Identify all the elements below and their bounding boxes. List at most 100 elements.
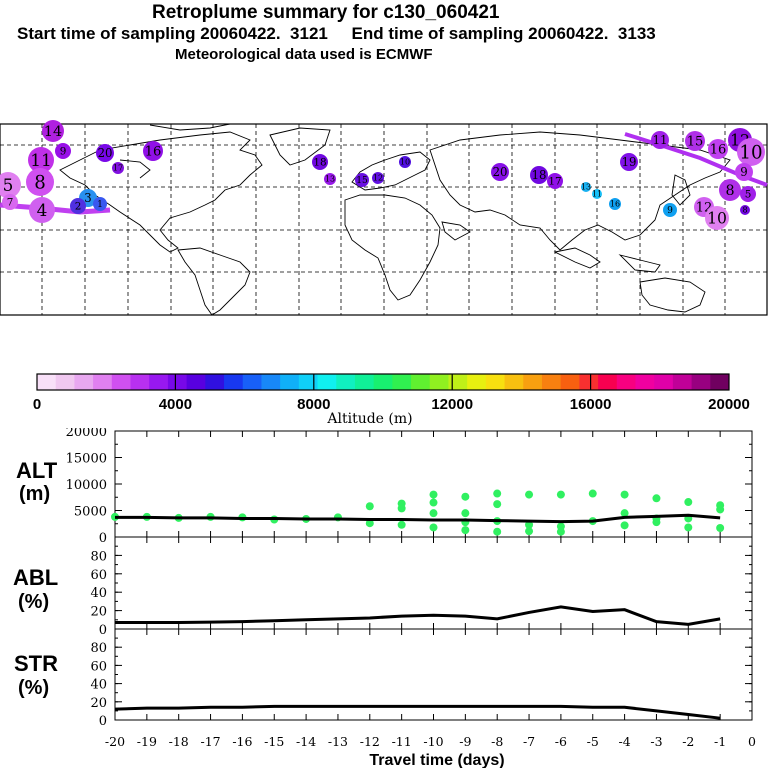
trajectory-marker	[96, 144, 114, 162]
trajectory-marker	[708, 139, 728, 159]
colorbar-cell	[392, 374, 412, 390]
y-tick-label: 40	[90, 586, 107, 601]
altitude-colorbar: 0 4000 8000 12000 16000 20000 Altitude (m)	[33, 373, 750, 426]
y-tick-label: 0	[99, 714, 107, 729]
trajectory-marker	[399, 156, 411, 168]
altitude-point	[620, 509, 629, 518]
colorbar-cell	[205, 374, 225, 390]
colorbar-cell	[672, 374, 693, 390]
colorbar-cell	[654, 374, 674, 390]
trajectory-marker	[355, 173, 369, 187]
colorbar-cell	[149, 374, 169, 390]
trajectory-marker-label: 3	[84, 191, 91, 205]
altitude-mean-line	[115, 513, 721, 524]
altitude-point	[365, 519, 374, 528]
x-tick-label: -2	[682, 734, 694, 749]
trajectory-marker	[685, 131, 705, 151]
trajectory-marker	[324, 173, 336, 185]
altitude-point	[588, 489, 597, 498]
x-tick-label: -12	[360, 734, 380, 749]
altitude-point	[429, 509, 438, 518]
altitude-point	[397, 520, 406, 529]
colorbar-cell	[111, 374, 132, 390]
trajectory-marker	[609, 198, 621, 210]
trajectory-marker	[592, 189, 602, 199]
colorbar-cell	[541, 374, 562, 390]
trajectory-marker-label: 13	[581, 182, 591, 191]
trajectory-marker	[740, 205, 750, 215]
colorbar-cell	[167, 374, 188, 390]
trajectory-marker	[70, 198, 86, 214]
trajectory-marker	[735, 163, 753, 181]
trajectory-marker-label: 16	[145, 145, 162, 160]
colorbar-cell	[317, 374, 337, 390]
colorbar-cell	[55, 374, 75, 390]
trajectory-marker-label: 10	[707, 209, 727, 227]
trajectory-marker-label: 17	[548, 176, 561, 188]
trajectory-marker-label: 9	[60, 146, 67, 158]
colorbar-cell	[598, 374, 618, 390]
y-tick-label: 60	[90, 659, 107, 674]
trajectory-marker-label: 18	[532, 168, 547, 182]
trajectory-path-pacific	[0, 202, 111, 215]
colorbar-cell	[280, 374, 300, 390]
map-frame	[0, 123, 768, 316]
str-panel-label: STR	[14, 651, 58, 676]
trajectory-marker	[737, 138, 765, 166]
trajectory-marker-label: 8	[725, 183, 734, 199]
trajectory-marker-label: 11	[30, 150, 52, 170]
trajectory-marker-label: 9	[667, 206, 673, 216]
colorbar-cell	[354, 374, 375, 390]
trajectory-marker-label: 9	[740, 165, 747, 179]
altitude-point	[493, 527, 502, 536]
colorbar-cell	[336, 374, 356, 390]
altitude-point	[652, 518, 661, 527]
y-tick-label: 80	[90, 641, 107, 656]
alt-panel-label: ALT	[16, 458, 58, 483]
x-tick-label: -15	[264, 734, 284, 749]
colorbar-cell	[373, 374, 393, 390]
colorbar-cell	[485, 374, 506, 390]
trajectory-marker	[547, 173, 563, 189]
x-tick-label: 0	[748, 734, 756, 749]
trajectory-marker-label: 20	[98, 146, 113, 160]
y-tick-label: 20000	[66, 428, 107, 440]
altitude-point	[429, 523, 438, 532]
colorbar-cell	[242, 374, 262, 390]
trajectory-marker	[0, 172, 21, 198]
trajectory-marker-label: 2	[75, 201, 82, 213]
trajectory-marker-label: 8	[742, 205, 747, 214]
chart-title: Retroplume summary for c130_060421	[152, 2, 500, 23]
colorbar-cell	[560, 374, 580, 390]
altitude-point	[556, 527, 565, 536]
x-tick-label: -17	[200, 734, 220, 749]
trajectory-marker-label: 19	[622, 155, 637, 169]
altitude-point	[684, 498, 693, 507]
x-tick-label: -13	[328, 734, 348, 749]
trajectory-marker	[29, 197, 55, 223]
colorbar-cell	[691, 374, 711, 390]
y-tick-label: 5000	[74, 505, 107, 520]
colorbar-cell	[298, 374, 319, 390]
trajectory-marker	[530, 166, 548, 184]
colorbar-cell	[261, 374, 281, 390]
trajectory-marker-label: 18	[313, 157, 326, 169]
str-line	[114, 704, 721, 720]
trajectory-marker	[620, 153, 638, 171]
x-tick-label: -6	[555, 734, 567, 749]
x-tick-label: -1	[714, 734, 726, 749]
trajectory-marker	[581, 182, 591, 192]
x-tick-label: -18	[169, 734, 189, 749]
plot-frame	[114, 430, 753, 721]
trajectory-marker	[719, 179, 741, 201]
colorbar-cell	[130, 374, 150, 390]
trajectory-marker	[2, 194, 18, 210]
y-tick-label: 40	[90, 678, 107, 693]
colorbar-tick-label: 16000	[570, 396, 612, 413]
x-tick-label: -11	[392, 734, 412, 749]
colorbar-tick-label: 12000	[431, 396, 473, 413]
trajectory-marker	[143, 141, 163, 161]
colorbar-cell	[710, 374, 730, 390]
trajectory-marker-label: 4	[37, 200, 48, 220]
x-tick-label: -3	[650, 734, 662, 749]
